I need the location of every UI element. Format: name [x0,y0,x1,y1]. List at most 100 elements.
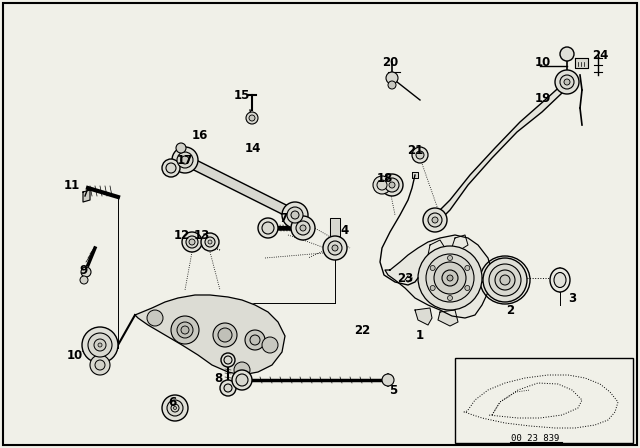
Circle shape [232,370,252,390]
Circle shape [323,236,347,260]
Polygon shape [385,235,492,318]
Circle shape [171,316,199,344]
Text: 3: 3 [568,292,576,305]
Circle shape [291,216,315,240]
Circle shape [173,406,177,409]
Text: 10: 10 [535,56,551,69]
Circle shape [388,81,396,89]
Circle shape [90,355,110,375]
Circle shape [166,163,176,173]
Circle shape [218,328,232,342]
Polygon shape [412,172,418,178]
Circle shape [167,400,183,416]
Ellipse shape [550,268,570,292]
Circle shape [221,353,235,367]
Text: 6: 6 [168,396,176,409]
Circle shape [332,245,338,251]
Text: 13: 13 [194,228,210,241]
Circle shape [162,159,180,177]
Polygon shape [330,218,340,236]
Circle shape [560,75,574,89]
Circle shape [434,262,466,294]
Circle shape [500,275,510,285]
Circle shape [447,275,453,281]
Text: 17: 17 [177,154,193,167]
Circle shape [385,178,399,192]
Polygon shape [452,235,468,250]
Circle shape [430,285,435,290]
Circle shape [94,339,106,351]
Circle shape [416,151,424,159]
Text: 5: 5 [389,383,397,396]
Circle shape [555,70,579,94]
Circle shape [246,112,258,124]
Text: 2: 2 [506,303,514,316]
Circle shape [213,323,237,347]
Circle shape [186,236,198,248]
Circle shape [220,380,236,396]
Text: 19: 19 [535,91,551,104]
Circle shape [88,333,112,357]
Polygon shape [428,240,445,258]
Circle shape [98,343,102,347]
Text: 21: 21 [407,143,423,156]
Circle shape [80,276,88,284]
Circle shape [249,115,255,121]
Text: 18: 18 [377,172,393,185]
Text: 10: 10 [67,349,83,362]
Circle shape [234,362,250,378]
Circle shape [382,374,394,386]
Circle shape [465,285,470,290]
Text: 20: 20 [382,56,398,69]
Text: 22: 22 [354,323,370,336]
Text: 16: 16 [192,129,208,142]
Circle shape [176,143,186,153]
Circle shape [262,222,274,234]
Circle shape [208,240,212,244]
Polygon shape [183,155,297,220]
Circle shape [291,211,299,219]
Circle shape [465,266,470,271]
Circle shape [189,239,195,245]
Circle shape [224,384,232,392]
Circle shape [447,255,452,260]
Circle shape [282,202,308,228]
Circle shape [428,213,442,227]
Circle shape [177,152,193,168]
Polygon shape [575,58,588,68]
Text: 7: 7 [279,211,287,224]
Circle shape [287,207,303,223]
Circle shape [423,208,447,232]
Circle shape [483,258,527,302]
Circle shape [564,79,570,85]
Text: 24: 24 [592,48,608,61]
Circle shape [386,72,398,84]
Text: 23: 23 [397,271,413,284]
Circle shape [205,237,215,247]
Circle shape [201,233,219,251]
Circle shape [95,360,105,370]
Circle shape [177,322,193,338]
Bar [455,358,633,443]
Text: 4: 4 [341,224,349,237]
Circle shape [182,232,202,252]
Circle shape [181,156,189,164]
Circle shape [245,330,265,350]
Circle shape [224,356,232,364]
Polygon shape [135,295,285,375]
Circle shape [81,267,91,277]
Circle shape [426,254,474,302]
Circle shape [432,217,438,223]
Circle shape [162,395,188,421]
Circle shape [373,176,391,194]
Polygon shape [435,75,572,225]
Ellipse shape [554,272,566,288]
Text: 12: 12 [174,228,190,241]
Text: 14: 14 [245,142,261,155]
Circle shape [381,174,403,196]
Text: 1: 1 [416,328,424,341]
Circle shape [377,180,387,190]
Text: 00 23 839: 00 23 839 [511,434,559,443]
Polygon shape [83,190,90,202]
Circle shape [147,310,163,326]
